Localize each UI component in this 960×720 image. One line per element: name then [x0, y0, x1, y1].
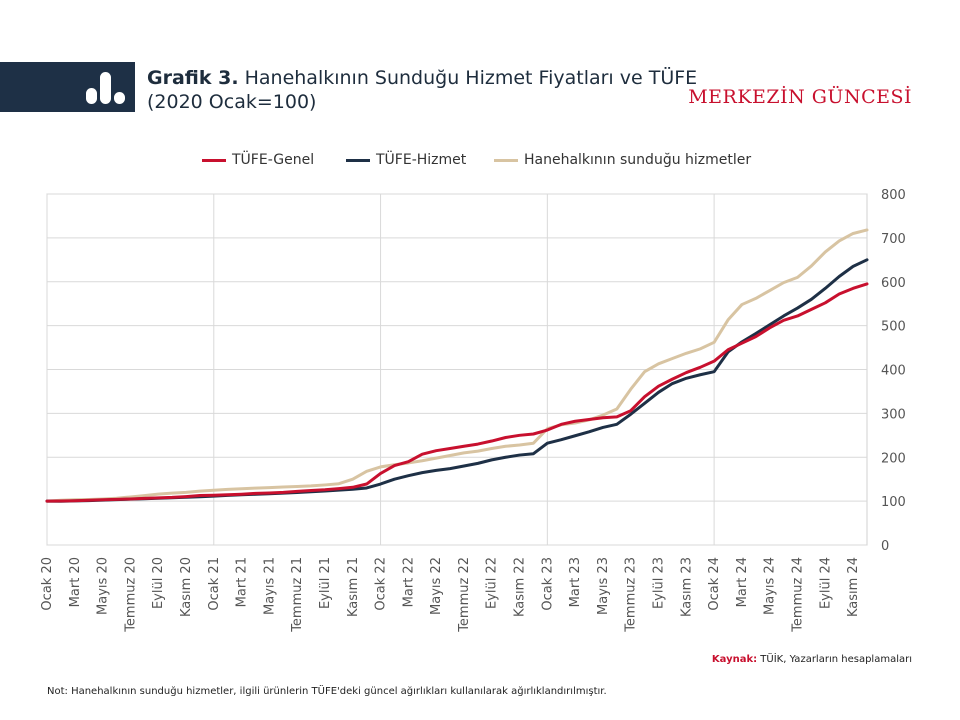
x-tick-label: Mart 23 [568, 557, 583, 607]
legend-item-hanehalki: Hanehalkının sunduğu hizmetler [494, 152, 751, 168]
x-tick-label: Ocak 23 [540, 557, 555, 611]
x-tick-label: Mart 24 [735, 557, 750, 607]
series-line-2 [45, 228, 869, 503]
x-tick-label: Eylül 24 [818, 557, 833, 609]
y-tick-label: 400 [881, 364, 906, 379]
title-bold: Grafik 3. [147, 67, 239, 89]
y-tick-label: 200 [881, 451, 906, 466]
legend-item-tufe-hizmet: TÜFE-Hizmet [346, 152, 466, 168]
legend-swatch [346, 158, 370, 162]
x-tick-label: Temmuz 20 [123, 557, 138, 633]
x-tick-label: Eylül 20 [151, 557, 166, 609]
source-label: Kaynak: [711, 654, 758, 665]
x-tick-label: Mart 22 [401, 557, 416, 607]
x-tick-label: Mart 21 [235, 557, 250, 607]
x-tick-label: Mayıs 23 [596, 557, 611, 615]
x-tick-label: Eylül 22 [485, 557, 500, 609]
x-tick-label: Kasım 22 [513, 557, 528, 617]
bar-chart-icon [86, 72, 125, 104]
title-bar [0, 62, 135, 112]
legend-label: TÜFE-Genel [232, 152, 315, 168]
source-note: Kaynak: TÜİK, Yazarların hesaplamaları [712, 654, 912, 665]
y-tick-label: 100 [881, 495, 906, 510]
x-tick-label: Kasım 24 [846, 557, 861, 617]
y-tick-label: 800 [881, 188, 906, 203]
x-tick-label: Temmuz 22 [457, 557, 472, 633]
y-tick-label: 700 [881, 232, 906, 247]
x-tick-label: Temmuz 23 [624, 557, 639, 633]
x-tick-label: Eylül 21 [318, 557, 333, 609]
legend-label: Hanehalkının sunduğu hizmetler [524, 152, 752, 168]
x-tick-label: Mart 20 [68, 557, 83, 607]
legend-swatch [494, 158, 518, 162]
x-tick-label: Ocak 22 [374, 557, 389, 611]
legend-swatch [202, 158, 226, 162]
chart-subtitle: (2020 Ocak=100) [147, 91, 317, 113]
x-tick-label: Eylül 23 [652, 557, 667, 609]
chart-title: Grafik 3. Hanehalkının Sunduğu Hizmet Fi… [147, 66, 697, 114]
series-line-1 [45, 258, 869, 503]
x-tick-label: Kasım 20 [179, 557, 194, 617]
y-tick-label: 300 [881, 407, 906, 422]
x-tick-label: Temmuz 24 [791, 557, 806, 633]
y-tick-label: 600 [881, 276, 906, 291]
legend: TÜFE-Genel TÜFE-Hizmet Hanehalkının sund… [0, 152, 960, 172]
brand-logo: MERKEZİN GÜNCESİ [688, 86, 912, 108]
title-rest: Hanehalkının Sunduğu Hizmet Fiyatları ve… [238, 67, 698, 89]
source-text: TÜİK, Yazarların hesaplamaları [757, 654, 912, 665]
y-tick-label: 0 [881, 539, 889, 554]
legend-item-tufe-genel: TÜFE-Genel [202, 152, 314, 168]
x-tick-label: Kasım 23 [679, 557, 694, 617]
x-tick-label: Mayıs 21 [262, 557, 277, 615]
y-tick-label: 500 [881, 320, 906, 335]
x-tick-label: Mayıs 22 [429, 557, 444, 615]
series-line-0 [45, 282, 869, 503]
x-tick-label: Ocak 20 [40, 557, 55, 611]
legend-label: TÜFE-Hizmet [376, 152, 467, 168]
x-tick-label: Ocak 21 [207, 557, 222, 611]
x-tick-label: Mayıs 24 [763, 557, 778, 615]
x-tick-label: Kasım 21 [346, 557, 361, 617]
x-tick-label: Ocak 24 [707, 557, 722, 611]
footnote: Not: Hanehalkının sunduğu hizmetler, ilg… [47, 686, 607, 697]
x-tick-label: Mayıs 20 [96, 557, 111, 615]
x-tick-label: Temmuz 21 [290, 557, 305, 633]
